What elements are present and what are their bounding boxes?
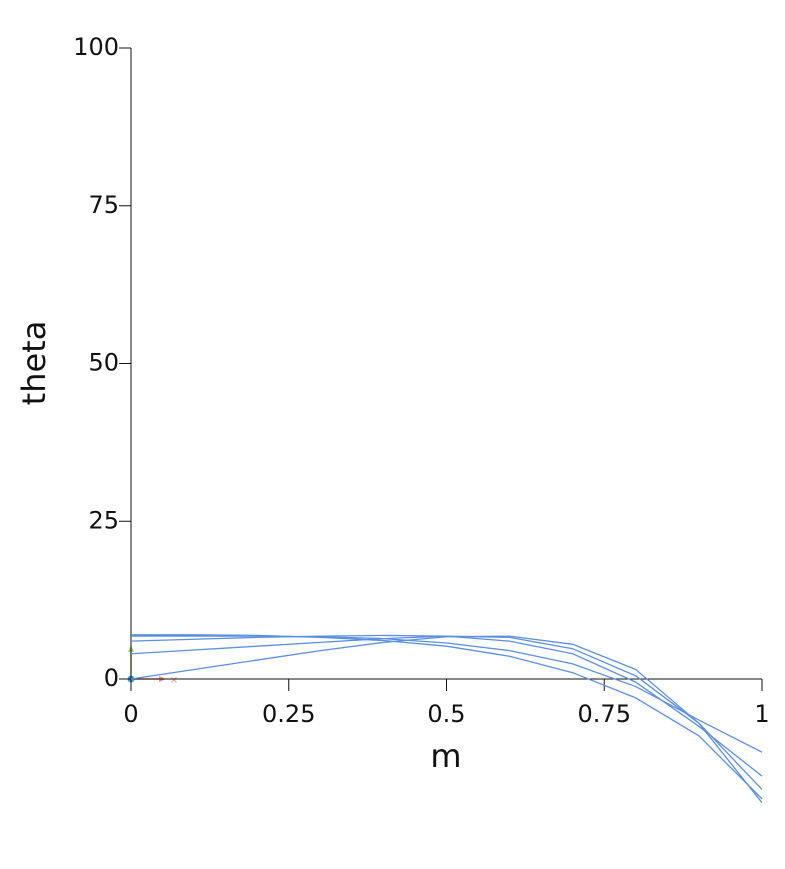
x-tick-label: 1 [754, 700, 769, 728]
line-series [131, 634, 763, 800]
y-tick-label: 25 [88, 506, 119, 534]
x-tick-label: 0.25 [262, 700, 315, 728]
y-tick-label: 0 [104, 664, 119, 692]
y-tick-label: 100 [73, 33, 119, 61]
y-tick-label: 50 [88, 349, 119, 377]
y-tick-label: 75 [88, 191, 119, 219]
line-series [130, 634, 763, 777]
y-axis-title: theta [15, 321, 53, 406]
x-tick-label: 0.75 [578, 700, 631, 728]
line-series [131, 635, 763, 753]
x-tick-label: 0.5 [427, 700, 465, 728]
svg-text:×: × [170, 675, 178, 686]
x-tick-label: 0 [123, 700, 138, 728]
x-axis-title: m [430, 737, 461, 775]
